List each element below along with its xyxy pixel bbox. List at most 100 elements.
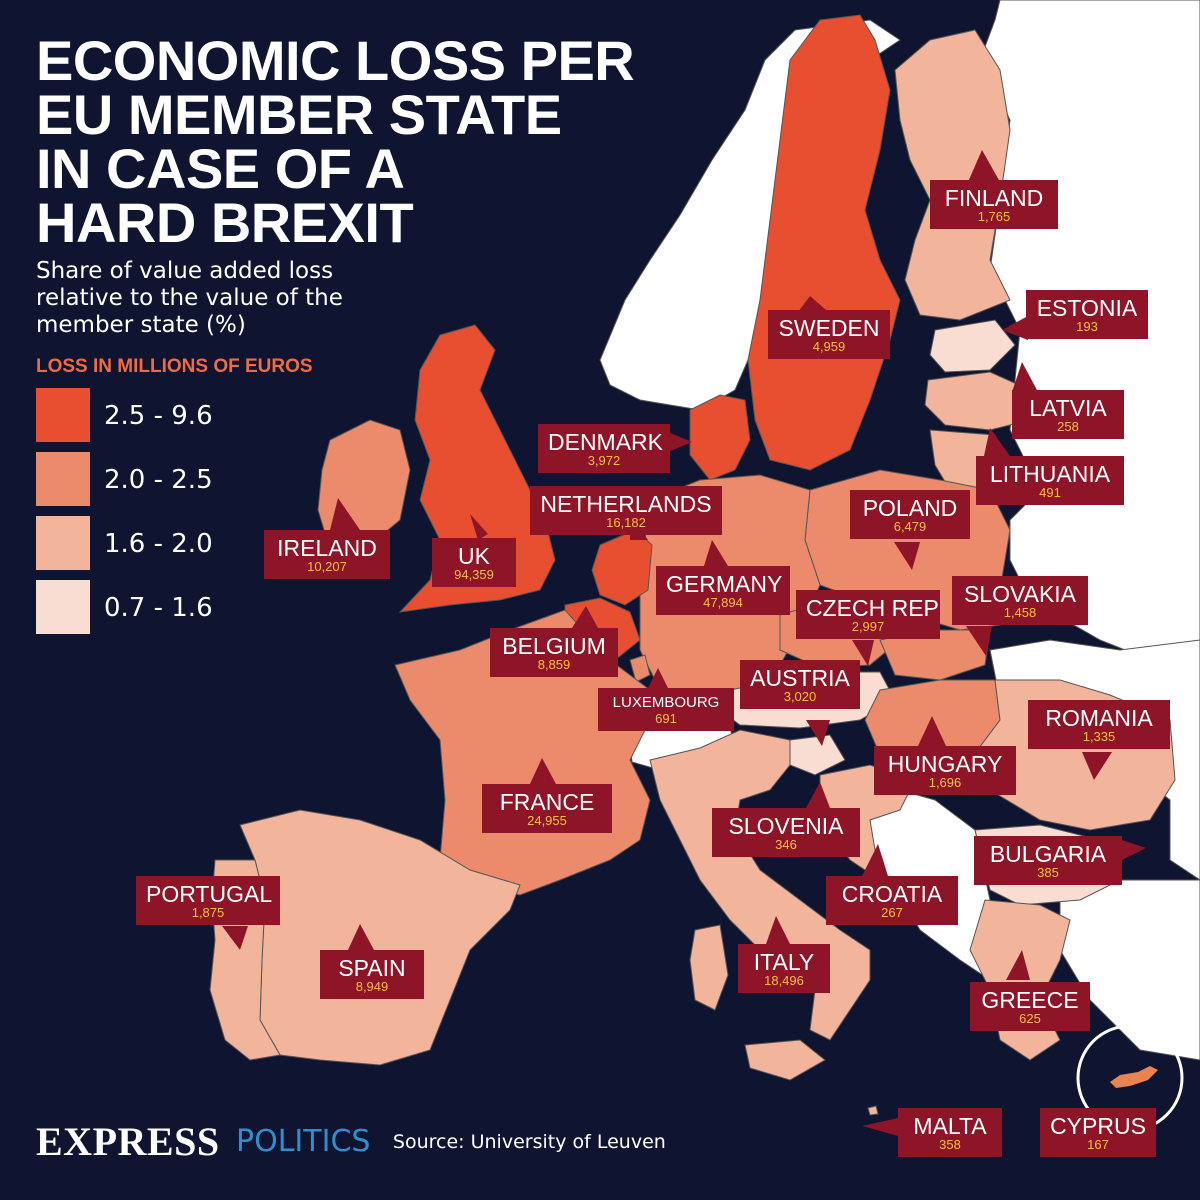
country-label-france: FRANCE 24,955 <box>482 784 612 833</box>
country-name: SPAIN <box>338 955 406 981</box>
legend-label: 0.7 - 1.6 <box>104 593 213 623</box>
legend-item: 1.6 - 2.0 <box>36 516 356 570</box>
legend-swatch-1 <box>36 388 90 442</box>
country-label-germany: GERMANY 47,894 <box>656 566 790 615</box>
country-name: NETHERLANDS <box>540 491 712 517</box>
country-value: 6,479 <box>893 519 927 534</box>
country-name: POLAND <box>862 495 958 521</box>
country-value: 1,696 <box>928 775 962 790</box>
country-value: 10,207 <box>307 559 347 574</box>
country-value: 8,859 <box>537 657 571 672</box>
label-pointers <box>222 150 1146 1136</box>
country-label-estonia: ESTONIA 193 <box>1026 290 1148 339</box>
country-label-spain: SPAIN 8,949 <box>320 950 424 999</box>
legend-item: 0.7 - 1.6 <box>36 580 356 634</box>
country-name: ITALY <box>753 949 815 975</box>
country-value: 94,359 <box>454 567 494 582</box>
country-label-croatia: CROATIA 267 <box>826 876 958 925</box>
title-line-3: IN CASE OF A <box>36 137 405 200</box>
country-name: SLOVAKIA <box>963 581 1077 607</box>
country-value: 193 <box>1076 319 1098 334</box>
country-name: FINLAND <box>944 185 1044 211</box>
country-value: 625 <box>1019 1011 1041 1026</box>
section-label: POLITICS <box>236 1124 371 1159</box>
title-line-4: HARD BREXIT <box>36 191 414 254</box>
country-name: BULGARIA <box>989 841 1107 867</box>
country-label-latvia: LATVIA 258 <box>1012 390 1124 439</box>
country-label-netherlands: NETHERLANDS 16,182 <box>530 486 722 535</box>
country-value: 1,765 <box>977 209 1011 224</box>
country-label-portugal: PORTUGAL 1,875 <box>136 876 280 925</box>
country-value: 1,458 <box>1003 605 1037 620</box>
title-line-2: EU MEMBER STATE <box>36 83 562 146</box>
turkey-region <box>1059 879 1200 1061</box>
country-value: 491 <box>1039 485 1061 500</box>
country-name: LATVIA <box>1029 395 1107 421</box>
country-label-cyprus: CYPRUS 167 <box>1040 1108 1156 1157</box>
country-name: LUXEMBOURG <box>612 694 720 711</box>
country-name: BELGIUM <box>502 633 606 659</box>
country-name: IRELAND <box>277 535 377 561</box>
finland-region <box>894 29 1011 321</box>
country-value: 47,894 <box>703 595 743 610</box>
country-value: 24,955 <box>527 813 567 828</box>
sicily-region <box>744 1039 826 1081</box>
country-value: 8,949 <box>355 979 389 994</box>
country-name: FRANCE <box>499 789 595 815</box>
country-label-belgium: BELGIUM 8,859 <box>490 628 618 677</box>
country-label-sweden: SWEDEN 4,959 <box>768 310 890 359</box>
country-label-hungary: HUNGARY 1,696 <box>874 746 1016 795</box>
country-label-poland: POLAND 6,479 <box>850 490 970 539</box>
title-line-1: ECONOMIC LOSS PER <box>36 29 635 92</box>
slovenia-region <box>789 734 846 776</box>
uk-region <box>398 324 556 613</box>
source-credit: Source: University of Leuven <box>392 1130 666 1153</box>
legend-label: 2.5 - 9.6 <box>104 401 213 431</box>
brand-logo: EXPRESS <box>36 1119 220 1164</box>
country-label-ireland: IRELAND 10,207 <box>264 530 390 579</box>
country-value: 167 <box>1087 1137 1109 1152</box>
legend-swatch-2 <box>36 452 90 506</box>
country-label-slovenia: SLOVENIA 346 <box>712 808 860 857</box>
country-label-slovakia: SLOVAKIA 1,458 <box>952 576 1088 625</box>
legend-item: 2.0 - 2.5 <box>36 452 356 506</box>
netherlands-region <box>591 529 653 606</box>
country-label-luxembourg: LUXEMBOURG 691 <box>598 688 734 731</box>
country-name: UK <box>458 543 490 569</box>
country-label-malta: MALTA 358 <box>898 1108 1002 1157</box>
country-name: HUNGARY <box>887 751 1003 777</box>
country-label-finland: FINLAND 1,765 <box>930 180 1058 229</box>
sardinia-region <box>689 924 729 1011</box>
country-label-italy: ITALY 18,496 <box>738 944 830 993</box>
country-value: 1,875 <box>191 905 225 920</box>
country-name: SLOVENIA <box>728 813 844 839</box>
country-value: 691 <box>655 711 677 726</box>
country-label-czech: CZECH REP 2,997 <box>796 590 940 639</box>
country-value: 3,972 <box>587 453 621 468</box>
country-name: LITHUANIA <box>989 461 1111 487</box>
country-name: CZECH REP <box>806 595 939 621</box>
country-name: AUSTRIA <box>750 665 850 691</box>
subtitle: Share of value added loss relative to th… <box>36 258 343 338</box>
country-label-bulgaria: BULGARIA 385 <box>974 836 1122 885</box>
country-value: 258 <box>1057 419 1079 434</box>
country-value: 267 <box>881 905 903 920</box>
country-name: CROATIA <box>841 881 943 907</box>
footer: EXPRESS POLITICS Source: University of L… <box>36 1118 666 1164</box>
country-value: 358 <box>939 1137 961 1152</box>
country-value: 346 <box>775 837 797 852</box>
page-title: ECONOMIC LOSS PER EU MEMBER STATE IN CAS… <box>36 29 716 254</box>
latvia-region <box>924 371 1031 431</box>
country-label-greece: GREECE 625 <box>970 982 1090 1031</box>
country-value: 385 <box>1037 865 1059 880</box>
country-value: 1,335 <box>1082 729 1116 744</box>
country-label-austria: AUSTRIA 3,020 <box>740 660 860 709</box>
country-value: 4,959 <box>812 339 846 354</box>
estonia-region <box>929 319 1016 373</box>
country-label-lithuania: LITHUANIA 491 <box>976 456 1124 505</box>
legend-label: 2.0 - 2.5 <box>104 465 213 495</box>
country-name: MALTA <box>913 1113 987 1139</box>
country-name: CYPRUS <box>1050 1113 1146 1139</box>
luxembourg-region <box>629 654 651 683</box>
